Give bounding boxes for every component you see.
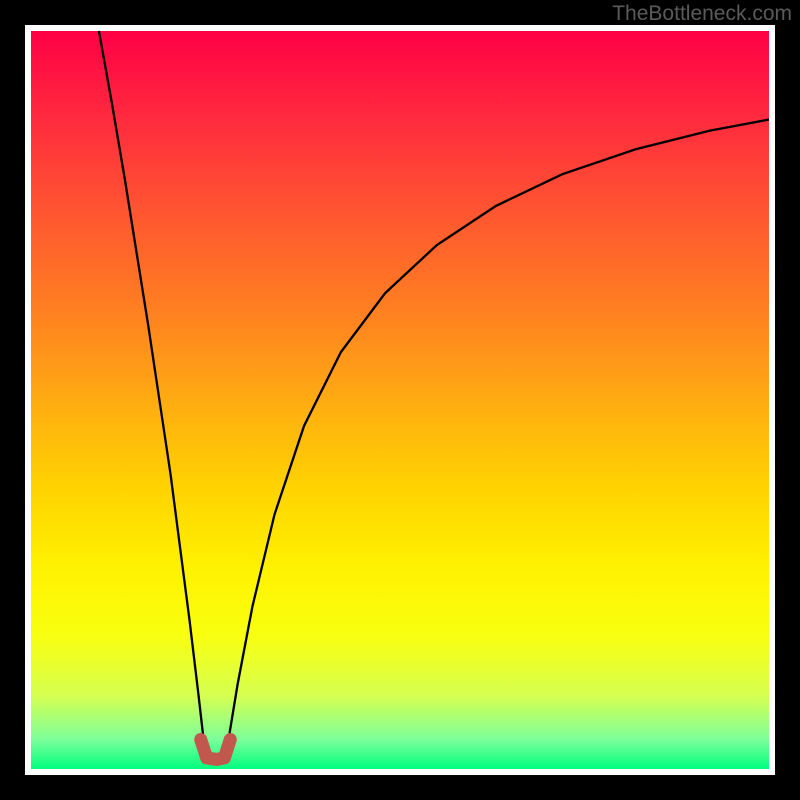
chart-container: TheBottleneck.com xyxy=(0,0,800,800)
plot-frame xyxy=(25,25,775,775)
watermark-label: TheBottleneck.com xyxy=(612,2,792,26)
plot-area xyxy=(25,25,775,775)
gradient-background xyxy=(31,31,769,769)
